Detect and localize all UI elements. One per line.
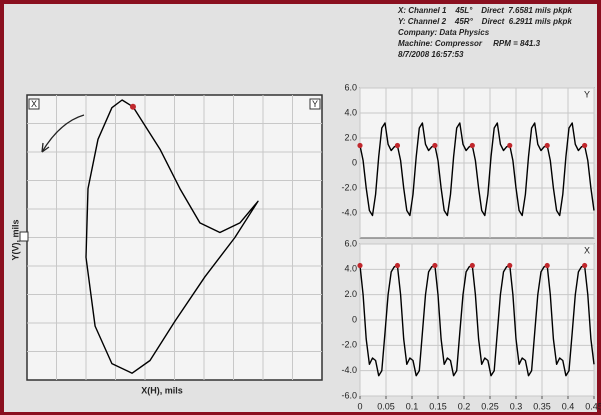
x-tick-label: 0.45 (585, 401, 601, 411)
keyphasor-dot (394, 142, 401, 149)
x-tick-label: 0.35 (533, 401, 551, 411)
x-tick-label: 0.1 (406, 401, 419, 411)
y-tick-label: 0 (352, 314, 357, 324)
x-tick-label: 0.25 (481, 401, 499, 411)
y-tick-label: -4.0 (341, 365, 357, 375)
y-tick-label: 4.0 (344, 264, 357, 274)
y-tick-label: -4.0 (341, 207, 357, 217)
header-line: Y: Channel 2 45R° Direct 6.2911 mils pkp… (398, 17, 572, 26)
keyphasor-dot (432, 262, 438, 269)
channel-label: Y (584, 89, 590, 99)
y-tick-label: -2.0 (341, 340, 357, 350)
trace (85, 99, 259, 374)
y-tick-label: -2.0 (341, 182, 357, 192)
header-line: 8/7/2008 16:57:53 (398, 50, 464, 59)
orbit-grid (27, 95, 322, 380)
corner-box (309, 98, 321, 110)
x-tick-label: 0.3 (510, 401, 523, 411)
y-axis-label: Y(V), mils (10, 219, 20, 260)
y-tick-label: 6.0 (344, 82, 357, 92)
x-tick-label: 0.2 (458, 401, 471, 411)
corner-label: X (31, 99, 37, 109)
x-tick-label: 0 (357, 401, 362, 411)
y-tick-label: 2.0 (344, 132, 357, 142)
keyphasor-dot (432, 142, 438, 149)
channel-label: X (584, 245, 590, 255)
keyphasor-dot (129, 103, 136, 110)
keyphasor-dot (582, 142, 588, 149)
header-line: Company: Data Physics (398, 28, 490, 37)
y-tick-label: 4.0 (344, 107, 357, 117)
y-tick-label: 2.0 (344, 289, 357, 299)
keyphasor-dot (544, 262, 550, 269)
header-line: X: Channel 1 45L° Direct 7.6581 mils pkp… (397, 6, 572, 15)
y-tick-label: 6.0 (344, 238, 357, 248)
x-tick-label: 0.15 (429, 401, 447, 411)
x-tick-label: 0.05 (377, 401, 395, 411)
keyphasor-dot (507, 142, 513, 149)
trace (359, 122, 595, 217)
axis-marker (19, 231, 29, 242)
y-tick-label: 0 (352, 157, 357, 167)
keyphasor-dot (469, 262, 475, 269)
keyphasor-dot (357, 142, 363, 149)
keyphasor-dot (394, 262, 401, 269)
corner-box (28, 98, 40, 110)
keyphasor-dot (507, 262, 513, 269)
keyphasor-dot (544, 142, 550, 149)
arrow-head (41, 142, 50, 153)
rotation-arrow (41, 114, 85, 153)
corner-label: Y (312, 99, 318, 109)
keyphasor-dot (469, 142, 475, 149)
trace (359, 264, 595, 377)
x-axis-label: X(H), mils (141, 385, 183, 395)
y-tick-label: -6.0 (341, 390, 357, 400)
header-line: Machine: Compressor RPM = 841.3 (398, 39, 541, 48)
keyphasor-dot (357, 262, 363, 269)
x-tick-label: 0.4 (562, 401, 575, 411)
keyphasor-dot (582, 262, 588, 269)
